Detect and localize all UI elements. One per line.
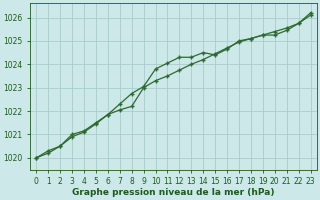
X-axis label: Graphe pression niveau de la mer (hPa): Graphe pression niveau de la mer (hPa) <box>72 188 275 197</box>
